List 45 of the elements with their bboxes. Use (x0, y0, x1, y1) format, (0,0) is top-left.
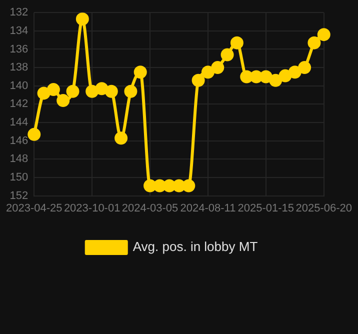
point (153, 179, 166, 192)
y-tick-label: 150 (10, 172, 28, 184)
x-tick-label: 2024-08-11 (180, 202, 236, 214)
point (86, 84, 99, 98)
point (182, 179, 196, 192)
y-tick-label: 144 (10, 116, 28, 129)
point (288, 66, 302, 79)
legend-label: Avg. pos. in lobby MT (132, 239, 258, 254)
x-tick-label: 2024-03-05 (122, 202, 178, 214)
point (269, 74, 282, 87)
point (66, 84, 80, 98)
point (201, 66, 214, 79)
x-tick-label: 2023-04-25 (6, 202, 62, 214)
point (76, 12, 89, 26)
x-tick-label: 2025-01-15 (238, 202, 294, 214)
point (298, 61, 312, 74)
point (211, 61, 224, 74)
point (104, 84, 118, 98)
y-tick-label: 148 (10, 153, 28, 166)
y-tick-label: 140 (10, 80, 28, 92)
point (46, 83, 60, 96)
y-tick-label: 142 (10, 98, 28, 110)
y-tick-label: 138 (10, 62, 28, 74)
x-tick-label: 2023-10-01 (64, 202, 120, 214)
point (317, 28, 330, 42)
point (56, 94, 70, 108)
point (28, 128, 41, 141)
point (308, 36, 321, 50)
point (124, 84, 138, 98)
point (220, 48, 234, 62)
point (259, 70, 272, 84)
point (114, 132, 128, 145)
y-tick-label: 134 (10, 24, 28, 37)
point (192, 74, 205, 87)
x-tick-label: 2025-06-20 (296, 202, 352, 214)
point (95, 82, 108, 96)
point (134, 66, 147, 79)
y-tick-label: 146 (10, 134, 28, 147)
point (37, 86, 50, 100)
point (230, 36, 244, 50)
point (240, 70, 254, 84)
y-tick-label: 132 (10, 6, 28, 19)
y-tick-label: 152 (10, 190, 28, 202)
point (278, 69, 292, 82)
y-tick-label: 136 (10, 43, 28, 56)
